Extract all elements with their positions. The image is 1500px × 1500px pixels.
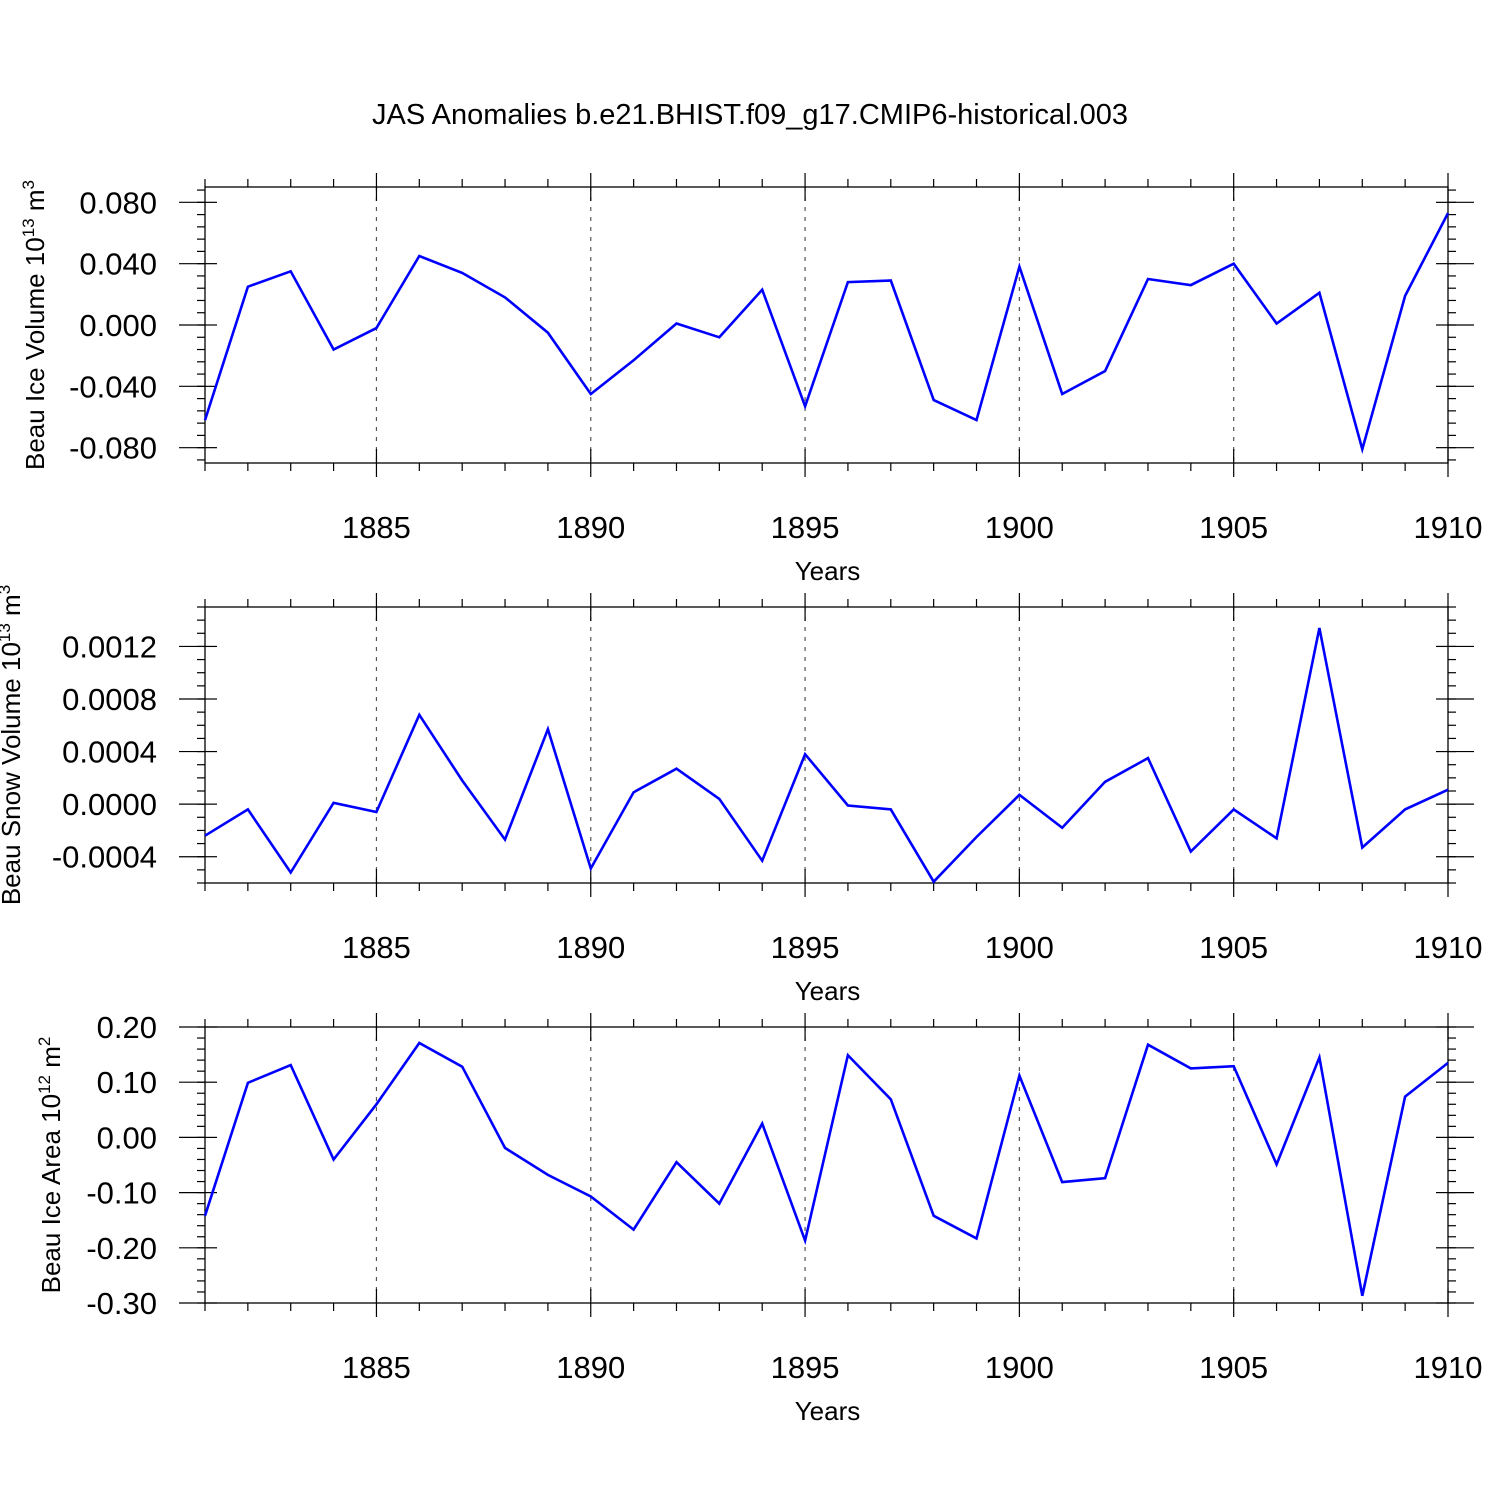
- y-tick-label: -0.080: [69, 431, 157, 466]
- y-tick-label: -0.20: [86, 1231, 157, 1266]
- y-tick-label: -0.040: [69, 369, 157, 404]
- y-tick-label: -0.10: [86, 1176, 157, 1211]
- x-tick-label: 1910: [1414, 1350, 1483, 1385]
- y-tick-label: 0.10: [97, 1065, 157, 1100]
- x-tick-label: 1895: [771, 930, 840, 965]
- y-tick-label: -0.0004: [52, 840, 157, 875]
- y-axis-label: Beau Ice Area 1012 m2: [35, 1037, 66, 1294]
- x-tick-label: 1885: [342, 510, 411, 545]
- x-tick-label: 1890: [556, 930, 625, 965]
- y-axis-label: Beau Ice Volume 1013 m3: [19, 180, 50, 470]
- series-line: [203, 212, 1450, 455]
- x-tick-label: 1885: [342, 1350, 411, 1385]
- y-tick-label: 0.000: [79, 308, 157, 343]
- panel-2: 1885 1890 1895 1900 1905 1910 -0.0004 0.0000 0.0…: [0, 585, 1482, 1006]
- y-tick-label: 0.0008: [62, 682, 157, 717]
- x-tick-label: 1890: [556, 1350, 625, 1385]
- x-tick-label: 1905: [1199, 930, 1268, 965]
- x-tick-label: 1900: [985, 1350, 1054, 1385]
- y-tick-label: 0.0012: [62, 629, 157, 664]
- figure-title: JAS Anomalies b.e21.BHIST.f09_g17.CMIP6-…: [372, 99, 1128, 131]
- y-tick-label: 0.080: [79, 185, 157, 220]
- x-tick-label: 1895: [771, 510, 840, 545]
- series-line: [203, 1041, 1449, 1297]
- x-tick-label: 1910: [1414, 930, 1483, 965]
- x-tick-label: 1910: [1414, 510, 1483, 545]
- chart-panels: 1885 1890 1895 1900 1905 1910 -0.080 -0.040 0.00…: [0, 173, 1482, 1426]
- x-tick-label: 1885: [342, 930, 411, 965]
- plot-frame: [204, 606, 1449, 884]
- y-tick-label: 0.0004: [62, 735, 157, 770]
- panel-1: 1885 1890 1895 1900 1905 1910 -0.080 -0.040 0.00…: [19, 173, 1482, 586]
- y-tick-label: -0.30: [86, 1286, 157, 1321]
- x-tick-label: 1905: [1199, 1350, 1268, 1385]
- x-axis-label: Years: [795, 1396, 861, 1426]
- x-tick-label: 1890: [556, 510, 625, 545]
- y-tick-label: 0.040: [79, 247, 157, 282]
- x-tick-label: 1895: [771, 1350, 840, 1385]
- y-tick-label: 0.0000: [62, 787, 157, 822]
- x-axis-label: Years: [795, 556, 861, 586]
- x-tick-label: 1900: [985, 930, 1054, 965]
- plot-frame: [204, 1026, 1449, 1304]
- panel-3: 1885 1890 1895 1900 1905 1910 -0.30 -0.20 -0.10 0…: [35, 1010, 1482, 1426]
- series-line: [204, 627, 1449, 884]
- y-tick-label: 0.20: [97, 1010, 157, 1045]
- x-tick-label: 1900: [985, 510, 1054, 545]
- x-tick-label: 1905: [1199, 510, 1268, 545]
- y-tick-label: 0.00: [97, 1120, 157, 1155]
- y-axis-label: Beau Snow Volume 1013 m3: [0, 585, 26, 905]
- plot-frame: [204, 186, 1449, 464]
- x-axis-label: Years: [795, 976, 861, 1006]
